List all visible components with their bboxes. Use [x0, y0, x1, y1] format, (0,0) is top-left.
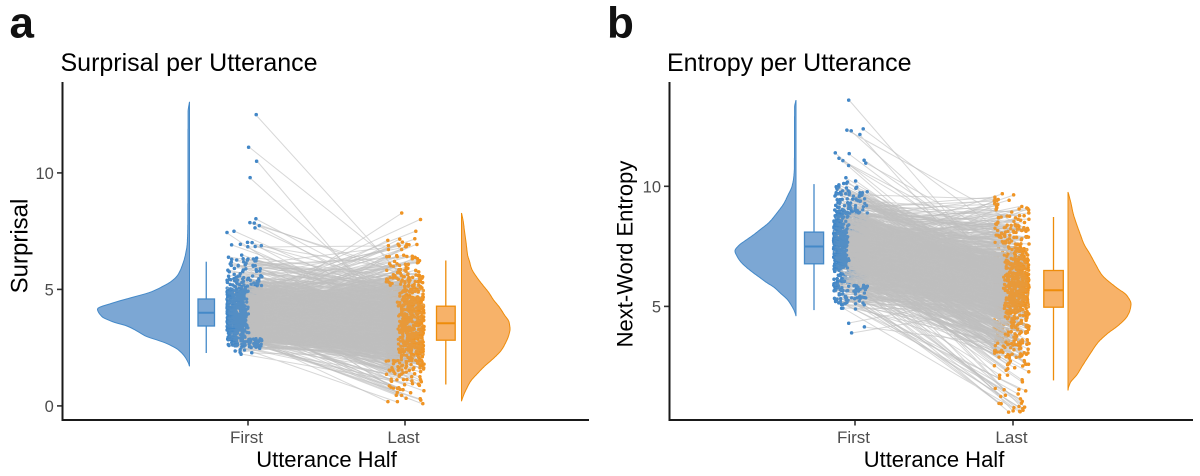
svg-text:Utterance Half: Utterance Half: [864, 447, 1006, 471]
svg-text:Surprisal: Surprisal: [7, 199, 34, 294]
svg-text:Last: Last: [387, 428, 419, 447]
svg-text:Entropy per Utterance: Entropy per Utterance: [667, 49, 912, 77]
svg-text:b: b: [607, 0, 634, 48]
svg-text:10: 10: [35, 165, 53, 183]
svg-text:0: 0: [45, 398, 54, 416]
svg-text:Last: Last: [995, 428, 1027, 447]
svg-text:10: 10: [643, 178, 661, 196]
svg-text:First: First: [230, 428, 263, 447]
svg-text:5: 5: [652, 298, 661, 316]
svg-text:a: a: [10, 0, 35, 48]
svg-text:Utterance Half: Utterance Half: [256, 447, 398, 471]
svg-text:First: First: [837, 428, 870, 447]
svg-text:Next-Word Entropy: Next-Word Entropy: [613, 161, 638, 348]
svg-text:Surprisal per Utterance: Surprisal per Utterance: [61, 49, 318, 77]
svg-text:5: 5: [45, 281, 54, 299]
